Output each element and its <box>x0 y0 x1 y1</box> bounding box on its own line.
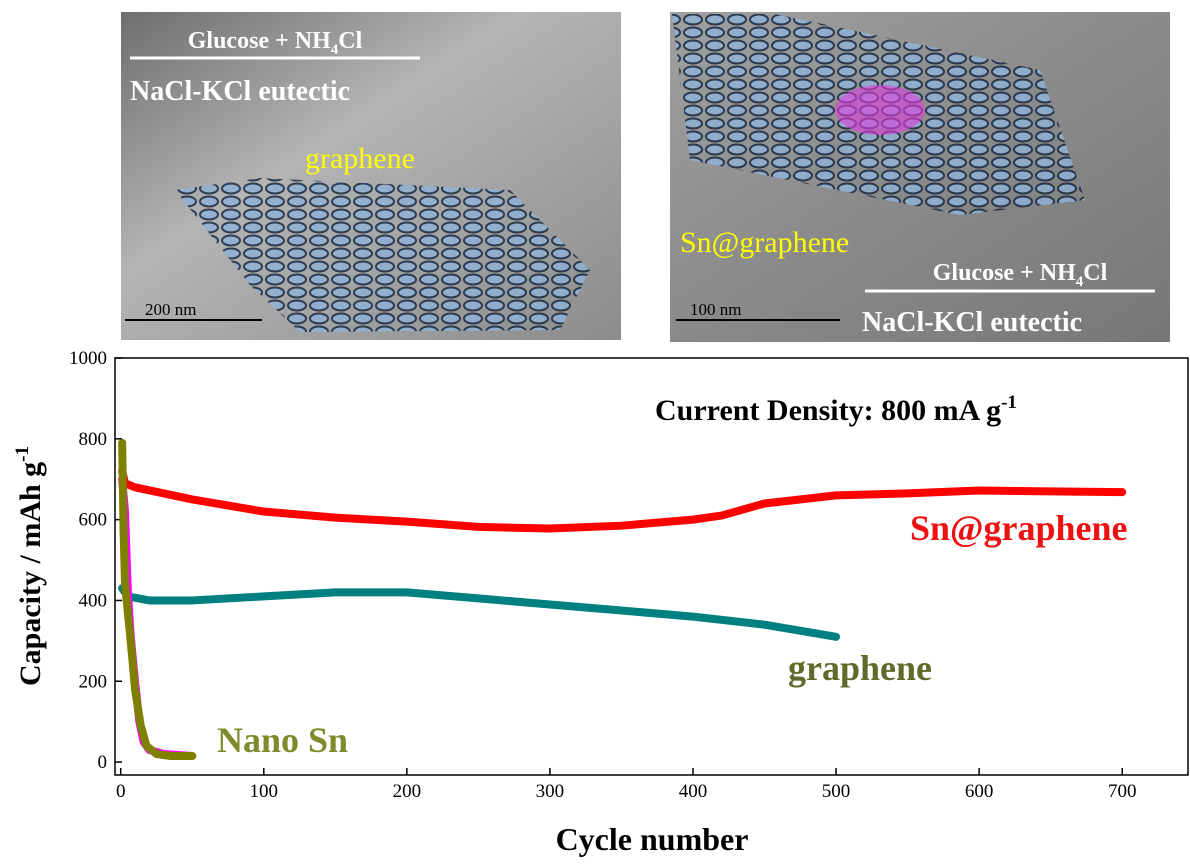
graphene-lattice <box>175 178 590 332</box>
y-axis-label: Capacity / mAh g-1 <box>12 446 47 686</box>
text: Cl <box>1083 260 1107 286</box>
panel-label: Sn@graphene <box>680 226 849 259</box>
panel-label: graphene <box>305 142 415 175</box>
series-label: Nano Sn <box>217 720 348 760</box>
x-tick-label: 400 <box>679 781 708 802</box>
x-tick-label: 500 <box>822 781 851 802</box>
y-tick-label: 1000 <box>69 348 107 369</box>
series-label: graphene <box>788 648 932 688</box>
x-tick-label: 100 <box>250 781 279 802</box>
subscript: 4 <box>331 42 339 58</box>
x-tick-label: 600 <box>965 781 994 802</box>
y-tick-label: 400 <box>79 590 108 611</box>
series-line <box>118 584 841 641</box>
precursor: Glucose + NH4Cl <box>188 28 363 58</box>
superscript: -1 <box>1001 392 1017 413</box>
superscript: -1 <box>12 446 33 462</box>
x-tick-label: 200 <box>393 781 422 802</box>
y-tick-label: 200 <box>79 671 108 692</box>
y-tick-label: 600 <box>79 510 108 531</box>
scale-label: 200 nm <box>145 300 196 319</box>
x-tick-label: 300 <box>536 781 565 802</box>
scale-label: 100 nm <box>690 300 741 319</box>
text: Glucose + NH <box>933 260 1076 286</box>
x-tick-label: 700 <box>1108 781 1137 802</box>
x-tick-label: 0 <box>116 781 126 802</box>
text: Cl <box>338 28 362 54</box>
text: Current Density: 800 mA g <box>655 394 1001 427</box>
tem-panel-right: Sn@graphene Glucose + NH4Cl NaCl-KCl eut… <box>670 12 1170 342</box>
medium: NaCl-KCl eutectic <box>862 307 1082 338</box>
chart-title: Current Density: 800 mA g-1 <box>655 392 1017 427</box>
y-tick-label: 0 <box>98 752 108 773</box>
medium: NaCl-KCl eutectic <box>130 76 350 107</box>
series-line <box>118 438 197 761</box>
text: Capacity / mAh g <box>14 462 47 686</box>
text: Glucose + NH <box>188 28 331 54</box>
series-line <box>118 467 1127 533</box>
y-tick-label: 800 <box>79 429 108 450</box>
precursor: Glucose + NH4Cl <box>933 260 1108 290</box>
tem-panel-left: Glucose + NH4Cl NaCl-KCl eutectic graphe… <box>121 12 621 340</box>
series-label: Sn@graphene <box>910 508 1128 548</box>
subscript: 4 <box>1076 274 1084 290</box>
sn-particles <box>835 85 925 135</box>
x-axis-label: Cycle number <box>556 821 749 857</box>
series-line <box>118 475 197 761</box>
plot-frame <box>114 357 1189 776</box>
